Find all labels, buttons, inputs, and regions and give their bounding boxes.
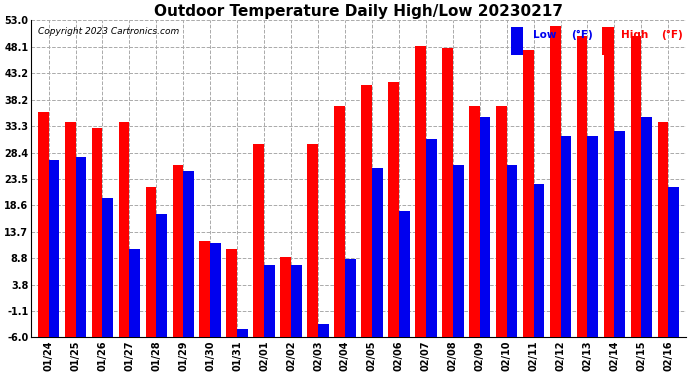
Bar <box>523 50 533 338</box>
Bar <box>469 106 480 338</box>
Bar <box>361 85 372 338</box>
Bar <box>264 265 275 338</box>
Bar <box>38 112 48 338</box>
Bar <box>550 26 560 338</box>
Bar <box>172 165 184 338</box>
Bar <box>388 82 399 338</box>
Bar <box>453 165 464 338</box>
Bar <box>226 249 237 338</box>
Bar <box>631 36 642 338</box>
Text: (°F): (°F) <box>571 30 593 40</box>
Bar <box>237 329 248 338</box>
Bar <box>399 211 410 338</box>
Bar <box>307 144 318 338</box>
Bar <box>199 241 210 338</box>
Title: Outdoor Temperature Daily High/Low 20230217: Outdoor Temperature Daily High/Low 20230… <box>154 4 563 19</box>
Bar <box>65 123 75 338</box>
Bar <box>533 184 544 338</box>
Bar <box>480 117 491 338</box>
Bar <box>669 187 679 338</box>
Bar <box>587 136 598 338</box>
Bar <box>48 160 59 338</box>
Bar <box>318 324 329 338</box>
Bar <box>334 106 345 338</box>
Bar <box>614 130 625 338</box>
Bar <box>280 257 291 338</box>
Bar <box>75 158 86 338</box>
Bar <box>291 265 302 338</box>
Bar <box>426 139 437 338</box>
Bar <box>119 123 130 338</box>
Bar <box>442 48 453 338</box>
Bar <box>146 187 157 338</box>
Bar <box>345 260 356 338</box>
Bar <box>372 168 383 338</box>
Bar <box>602 27 614 55</box>
Text: (°F): (°F) <box>661 30 682 40</box>
Bar <box>210 243 221 338</box>
Bar <box>604 36 614 338</box>
Bar <box>92 128 103 338</box>
Bar <box>658 123 669 338</box>
Bar <box>496 106 506 338</box>
Text: High: High <box>621 30 652 40</box>
Bar <box>103 198 113 338</box>
Bar <box>184 171 194 338</box>
Bar <box>506 165 518 338</box>
Bar <box>577 36 587 338</box>
Bar <box>415 46 426 338</box>
Bar <box>253 144 264 338</box>
Text: Copyright 2023 Cartronics.com: Copyright 2023 Cartronics.com <box>38 27 179 36</box>
Text: Low: Low <box>533 30 560 40</box>
Bar <box>511 27 523 55</box>
Bar <box>130 249 140 338</box>
Bar <box>560 136 571 338</box>
Bar <box>642 117 652 338</box>
Bar <box>157 214 167 338</box>
